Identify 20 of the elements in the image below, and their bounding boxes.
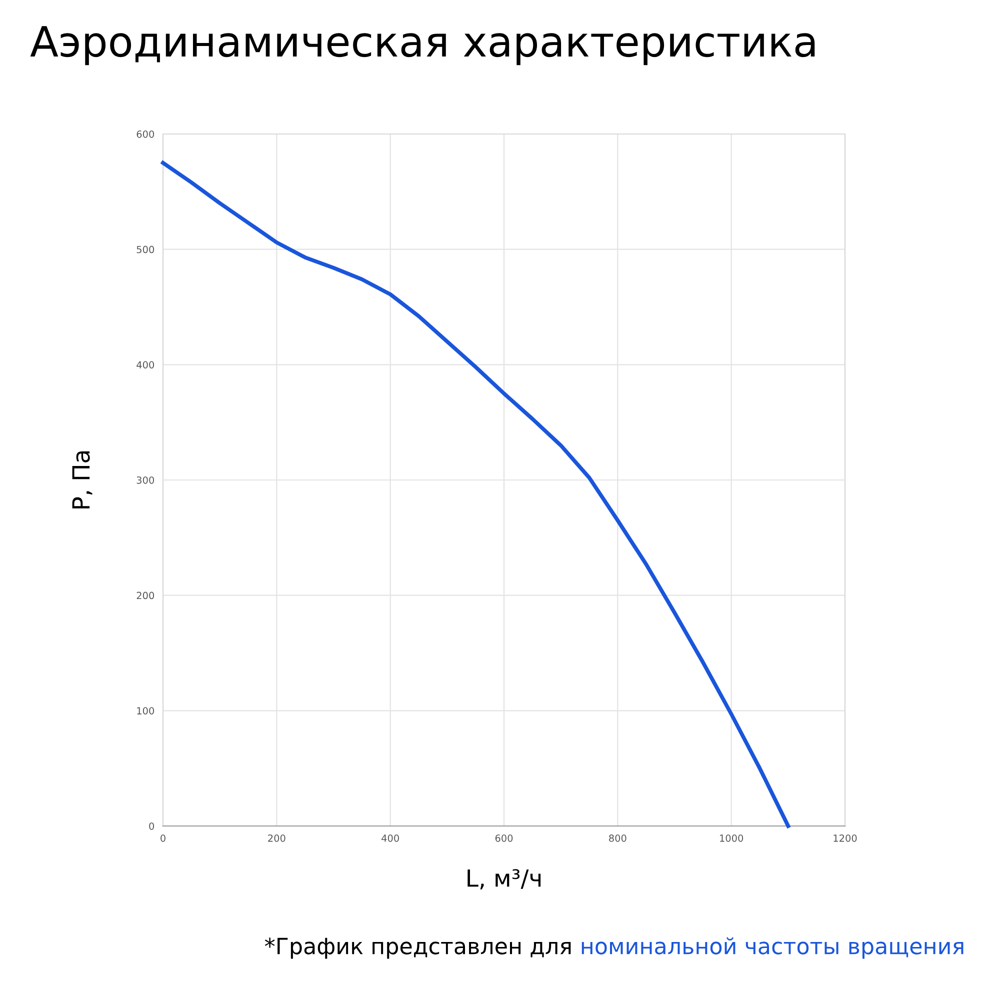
x-tick-label: 1200 bbox=[834, 834, 857, 842]
y-tick-label: 500 bbox=[136, 246, 154, 254]
text: номинальной частоты вращения bbox=[582, 937, 964, 959]
y-tick-label: 200 bbox=[136, 592, 154, 600]
x-tick-label: 800 bbox=[609, 834, 626, 842]
x-tick-label: 200 bbox=[268, 834, 286, 842]
y-tick-label: 0 bbox=[149, 822, 154, 830]
y-tick-label: 400 bbox=[136, 361, 154, 368]
y-tick-label: 100 bbox=[137, 707, 154, 714]
y-tick-label: 300 bbox=[136, 476, 154, 484]
line-series bbox=[161, 160, 790, 828]
text: *График представлен для bbox=[264, 938, 571, 959]
x-tick-label: 0 bbox=[160, 834, 166, 842]
y-tick-label: 600 bbox=[136, 130, 154, 138]
x-axis-title: L, м³/ч bbox=[468, 869, 541, 890]
x-tick-label: 600 bbox=[495, 834, 513, 842]
chart-title: Аэродинамическая характеристика bbox=[30, 26, 815, 66]
x-tick-label: 1000 bbox=[720, 834, 744, 842]
x-tick-label: 400 bbox=[382, 834, 399, 842]
y-axis-title: P, Па bbox=[72, 451, 92, 508]
